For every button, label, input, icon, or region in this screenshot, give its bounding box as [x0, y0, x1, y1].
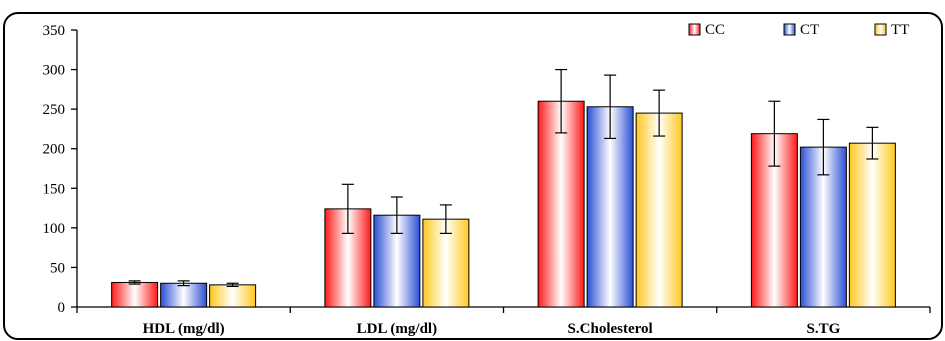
x-category-label: HDL (mg/dl): [143, 321, 225, 337]
y-tick-label: 0: [58, 300, 66, 316]
bar-ct: [160, 282, 208, 308]
y-tick-label: 300: [43, 63, 66, 79]
x-category-label: S.TG: [806, 321, 840, 337]
y-tick-label: 200: [43, 142, 66, 158]
y-tick-label: 350: [43, 23, 66, 39]
y-tick-label: 150: [43, 181, 66, 197]
legend-swatch-tt: [874, 23, 887, 36]
y-tick-label: 100: [43, 221, 66, 237]
bar-tt: [209, 284, 257, 308]
legend-swatch-ct: [783, 23, 796, 36]
bar-tt: [635, 112, 683, 308]
axes: 0 50 100 150 200 250 300 350 HDL (mg/dl) LDL (mg/…: [43, 23, 931, 337]
chart-frame: [3, 12, 943, 340]
legend: CC CT TT: [688, 22, 909, 38]
bars: [111, 68, 896, 308]
x-category-label: LDL (mg/dl): [357, 321, 437, 337]
y-tick-label: 50: [50, 260, 65, 276]
bar-cc: [111, 281, 159, 308]
bar-tt: [848, 142, 896, 308]
x-category-label: S.Cholesterol: [568, 321, 653, 337]
legend-label-tt: TT: [891, 22, 909, 38]
legend-label-ct: CT: [800, 22, 819, 38]
y-tick-label: 250: [43, 102, 66, 118]
bar-cc: [537, 100, 585, 308]
legend-label-cc: CC: [705, 22, 725, 38]
legend-swatch-cc: [688, 23, 701, 36]
bar-ct: [586, 106, 634, 308]
